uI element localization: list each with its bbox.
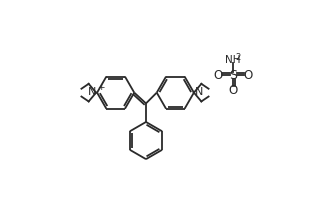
Text: N: N [195,87,203,97]
Text: +: + [97,83,104,92]
Text: O: O [244,69,253,82]
Text: O: O [213,69,222,82]
Text: NH: NH [225,55,241,65]
Text: O: O [228,84,238,97]
Text: 2: 2 [236,53,241,62]
Text: S: S [229,69,237,82]
Text: N: N [88,87,96,97]
